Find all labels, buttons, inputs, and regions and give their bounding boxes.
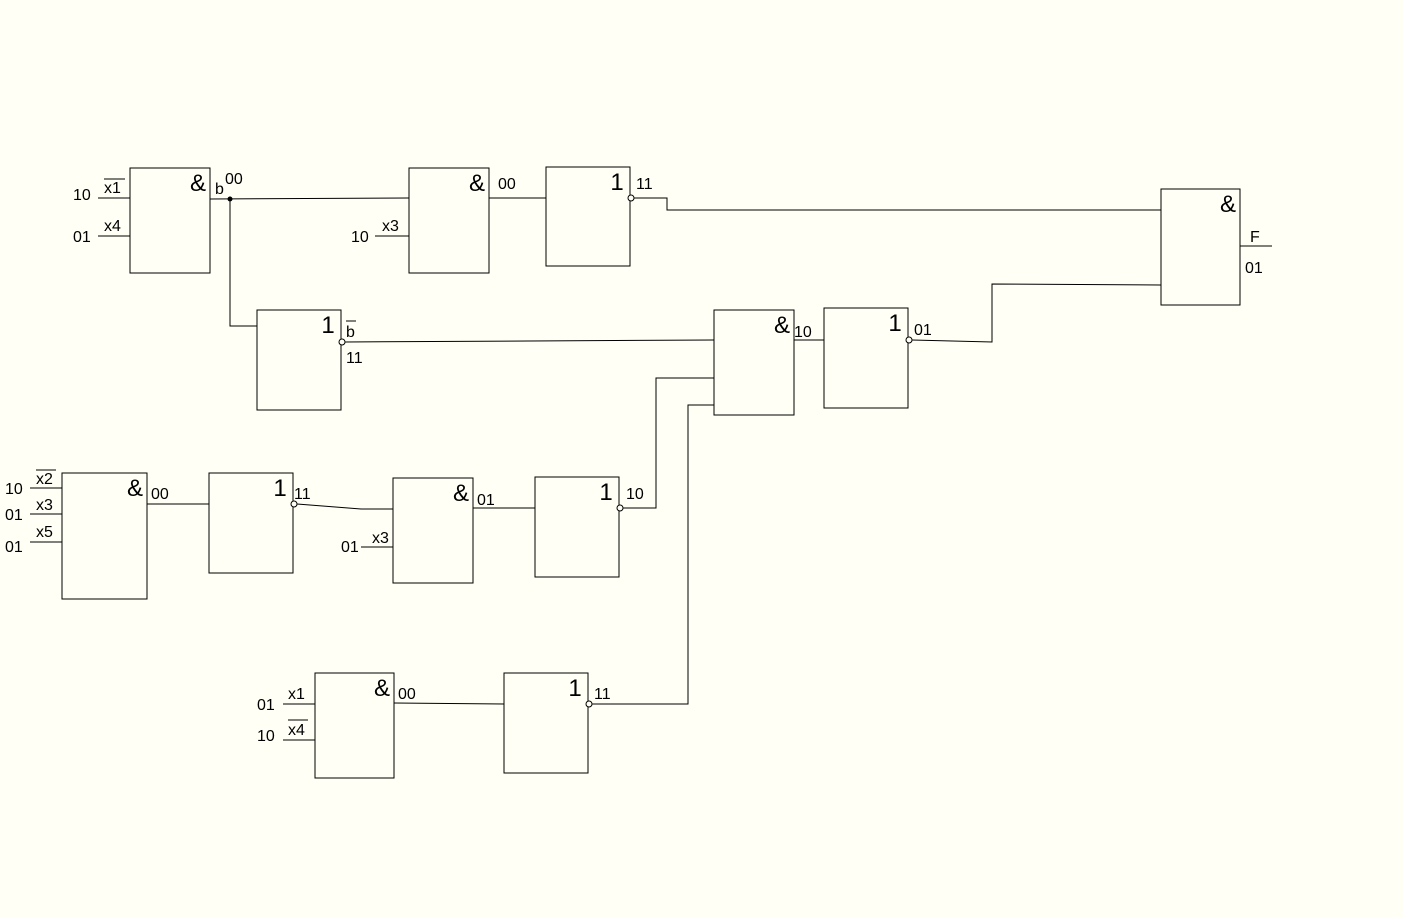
input-name-label: x3 [36, 497, 53, 514]
gate-symbol: & [374, 675, 390, 702]
gate-body [1160, 188, 1241, 306]
output-value-label: 01 [1245, 260, 1263, 277]
gate-body [408, 167, 490, 274]
inversion-bubble [338, 338, 346, 346]
and-gate-g2: & [408, 167, 490, 274]
input-name-label: x2 [36, 471, 53, 488]
and-gate-g7: & [1160, 188, 1241, 306]
gate-symbol: & [1220, 191, 1236, 218]
gate-body [545, 166, 631, 267]
inversion-bubble [627, 194, 635, 202]
input-name-label: x3 [382, 218, 399, 235]
not-gate-g9: 1 [208, 472, 298, 574]
wire-g11-to-g5 [623, 377, 714, 509]
gate-symbol: 1 [568, 675, 581, 702]
gate-symbol: & [469, 170, 485, 197]
gate-body [129, 167, 211, 274]
wire-b-to-g2 [209, 197, 410, 200]
input-value-label: 01 [5, 539, 23, 556]
signal-value-label: 01 [914, 322, 932, 339]
and-gate-g10: & [392, 477, 474, 584]
input-value-label: 10 [5, 481, 23, 498]
and-gate-g5: & [713, 309, 795, 416]
inversion-bubble [585, 700, 593, 708]
signal-value-label: 00 [151, 486, 169, 503]
input-value-label: 01 [73, 229, 91, 246]
input-name-label: x4 [288, 722, 305, 739]
gate-symbol: & [190, 170, 206, 197]
signal-name-label: b [215, 181, 224, 198]
gate-body [392, 477, 474, 584]
gate-symbol: 1 [273, 475, 286, 502]
not-gate-g3: 1 [545, 166, 635, 267]
signal-value-label: 11 [594, 686, 611, 703]
gates: & & 1 1 & 1 [61, 166, 1241, 779]
wire-g4-to-g5 [344, 339, 715, 343]
not-gate-g6: 1 [823, 307, 913, 409]
wire-g9-to-g10 [296, 503, 393, 510]
gate-body [503, 672, 589, 774]
wire-g13-to-g5 [592, 404, 714, 705]
signal-value-label: 00 [498, 176, 516, 193]
input-name-label: x1 [288, 686, 305, 703]
gate-symbol: 1 [888, 310, 901, 337]
gate-symbol: 1 [321, 312, 334, 339]
gate-body [823, 307, 909, 409]
input-name-label: x4 [104, 218, 121, 235]
and-gate-g1: & [129, 167, 211, 274]
labels: 10 x1 01 x4 b 00 10 x3 00 11 b 11 10 01 … [5, 171, 1263, 745]
wire-b-to-g4 [229, 199, 257, 327]
gate-symbol: & [127, 475, 143, 502]
not-gate-g11: 1 [534, 476, 624, 578]
gate-body [256, 309, 342, 411]
input-value-label: 01 [5, 507, 23, 524]
signal-value-label: 01 [477, 492, 495, 509]
input-value-label: 10 [257, 728, 275, 745]
signal-value-label: 11 [636, 176, 653, 193]
gate-body [534, 476, 620, 578]
signal-value-label: 10 [794, 324, 812, 341]
inversion-bubble [616, 504, 624, 512]
input-name-label: x1 [104, 180, 121, 197]
gate-body [61, 472, 148, 600]
inversion-bubble [290, 500, 298, 508]
gate-body [314, 672, 395, 779]
input-value-label: 01 [257, 697, 275, 714]
gate-symbol: 1 [610, 169, 623, 196]
signal-value-label: 11 [294, 486, 311, 503]
inversion-bubble [905, 336, 913, 344]
signal-value-label: 00 [225, 171, 243, 188]
signal-value-label: 00 [398, 686, 416, 703]
gate-symbol: & [774, 312, 790, 339]
wire-g12-to-g13 [393, 702, 505, 705]
input-value-label: 10 [351, 229, 369, 246]
gate-body [208, 472, 294, 574]
gate-body [713, 309, 795, 416]
wire-g6-to-g7 [911, 283, 1162, 343]
signal-name-label: b [346, 324, 355, 341]
junction-dot [227, 196, 233, 202]
output-name-label: F [1250, 229, 1260, 246]
signal-value-label: 10 [626, 486, 644, 503]
not-gate-g4: 1 [256, 309, 346, 411]
input-name-label: x3 [372, 530, 389, 547]
not-gate-g13: 1 [503, 672, 593, 774]
input-value-label: 01 [341, 539, 359, 556]
gate-symbol: 1 [599, 479, 612, 506]
input-value-label: 10 [73, 187, 91, 204]
and-gate-g8: & [61, 472, 148, 600]
gate-symbol: & [453, 480, 469, 507]
signal-value-label: 11 [346, 350, 363, 367]
and-gate-g12: & [314, 672, 395, 779]
wires [30, 197, 1272, 741]
input-name-label: x5 [36, 524, 53, 541]
wire-g3-to-g7 [634, 197, 1161, 211]
